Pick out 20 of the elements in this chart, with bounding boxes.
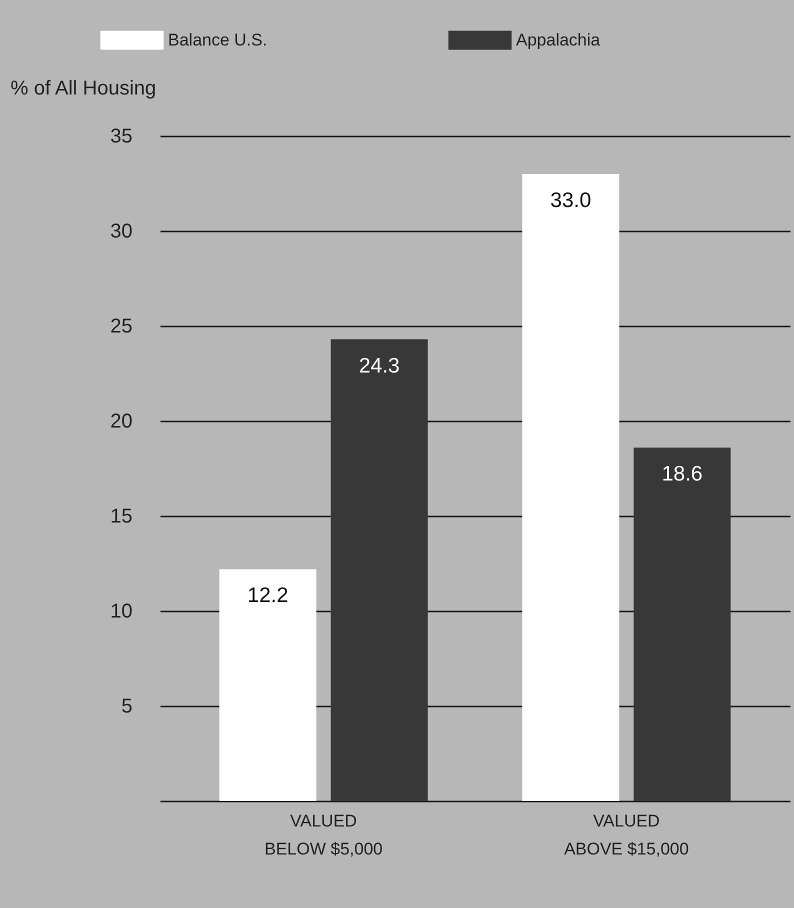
bar [522, 174, 620, 801]
data-label: 24.3 [358, 354, 400, 378]
legend-label: Appalachia [516, 30, 601, 50]
y-tick-label: 30 [110, 220, 132, 242]
y-tick-label: 35 [110, 126, 132, 148]
legend-label: Balance U.S. [168, 30, 268, 50]
y-tick-label: 25 [110, 316, 132, 338]
x-tick-label: VALUED BELOW $5,000 [264, 812, 383, 858]
y-axis-title: % of All Housing [10, 78, 156, 100]
data-label: 12.2 [247, 584, 288, 608]
bar [634, 448, 731, 801]
x-tick-label: VALUED ABOVE $15,000 [564, 812, 689, 858]
y-tick-label: 15 [110, 506, 132, 528]
y-tick-label: 5 [121, 696, 132, 718]
y-tick-label: 10 [110, 600, 132, 622]
y-tick-label: 20 [110, 410, 132, 432]
bar [219, 569, 316, 801]
data-label: 33.0 [550, 189, 592, 212]
bar [330, 339, 428, 801]
data-label: 18.6 [662, 462, 703, 486]
